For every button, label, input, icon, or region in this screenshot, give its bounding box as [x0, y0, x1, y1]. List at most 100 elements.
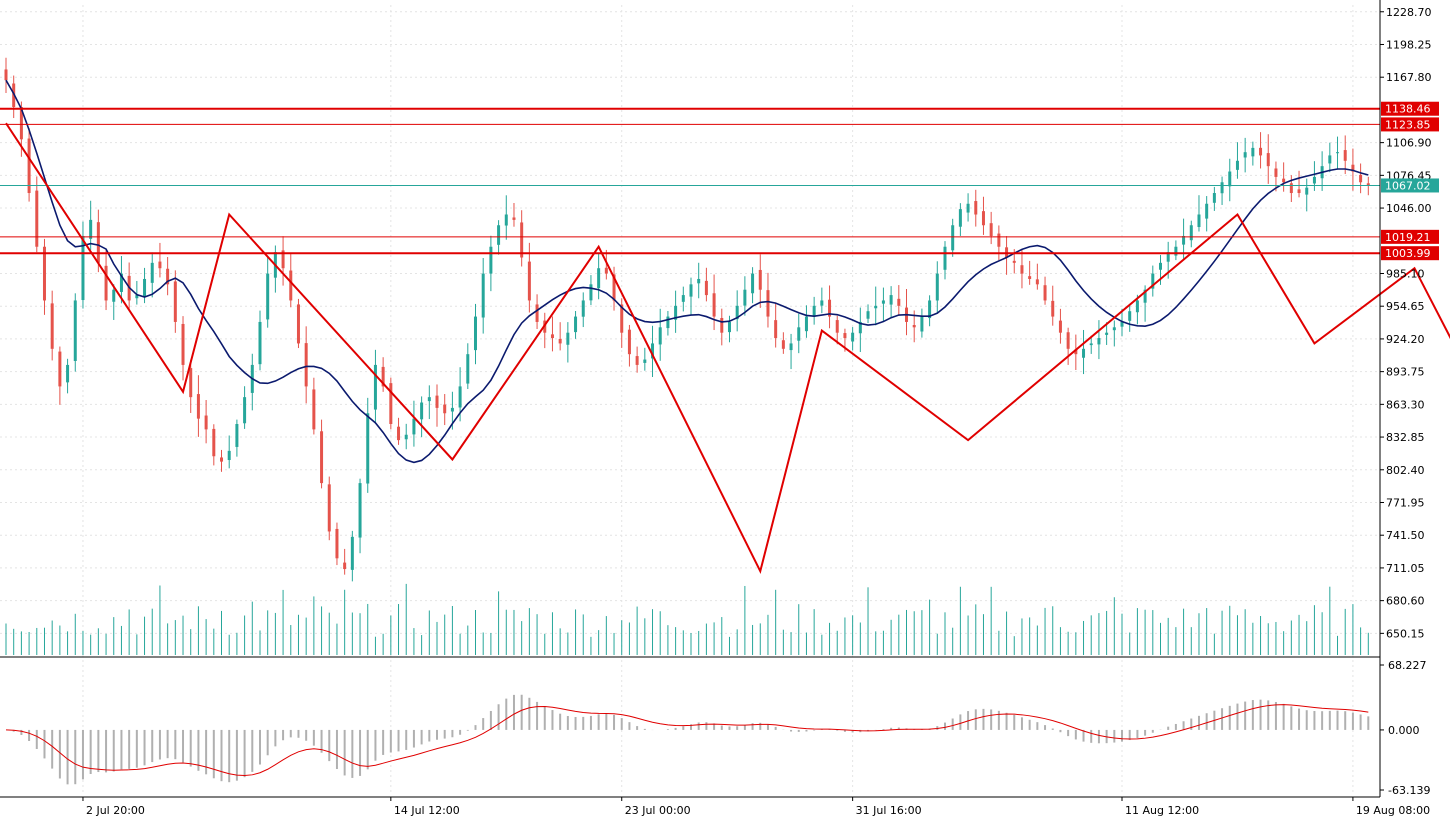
- candle-body: [327, 484, 331, 532]
- candle-body: [1328, 155, 1332, 164]
- macd-panel: [5, 694, 1370, 785]
- candle-body: [604, 267, 608, 274]
- price-tag: 1003.99: [1381, 246, 1439, 261]
- candle-body: [520, 222, 524, 258]
- candle-body: [112, 289, 116, 302]
- candle-body: [389, 383, 393, 425]
- candle-body: [1135, 300, 1139, 313]
- candle-body: [535, 304, 539, 322]
- candle-body: [35, 190, 39, 247]
- candle-body: [1028, 276, 1032, 279]
- candle-body: [1097, 338, 1101, 345]
- candle-body: [343, 562, 347, 570]
- candle-body: [1082, 348, 1086, 358]
- candle-body: [589, 284, 593, 301]
- candle-body: [1012, 260, 1016, 263]
- time-tick-label: 11 Aug 12:00: [1125, 804, 1199, 817]
- volume-bars: [5, 583, 1369, 655]
- candle-body: [720, 318, 724, 333]
- candle-body: [50, 303, 54, 349]
- price-tick-label: 1046.00: [1386, 202, 1432, 215]
- candle-body: [4, 69, 8, 81]
- price-tick-label: 954.65: [1386, 300, 1425, 313]
- price-tag-label: 1019.21: [1385, 231, 1431, 244]
- candle-body: [212, 428, 216, 457]
- candle-body: [497, 225, 501, 245]
- candle-body: [1259, 147, 1263, 156]
- price-tag: 1019.21: [1381, 229, 1439, 244]
- candle-body: [597, 268, 601, 289]
- time-tick-label: 14 Jul 12:00: [394, 804, 460, 817]
- candle-body: [1189, 225, 1193, 241]
- time-tick-label: 31 Jul 16:00: [856, 804, 922, 817]
- candle-body: [1282, 178, 1286, 183]
- candle-body: [935, 273, 939, 301]
- candle-body: [774, 320, 778, 339]
- macd-signal-line: [5, 704, 1369, 777]
- price-tick-label: 924.20: [1386, 333, 1425, 346]
- candle-body: [289, 270, 293, 301]
- candle-body: [266, 273, 270, 320]
- candle-body: [1251, 147, 1255, 157]
- candle-body: [1105, 332, 1109, 335]
- candle-body: [1359, 174, 1363, 183]
- macd-tick-label: -63.139: [1388, 784, 1430, 797]
- candle-body: [581, 300, 585, 317]
- price-tick-label: 802.40: [1386, 464, 1425, 477]
- candle-body: [1366, 183, 1370, 186]
- candle-body: [504, 214, 508, 226]
- candle-body: [512, 217, 516, 220]
- horizontal-levels: [0, 107, 1380, 255]
- candle-body: [635, 356, 639, 365]
- candle-body: [320, 431, 324, 484]
- candle-body: [558, 338, 562, 344]
- candle-body: [73, 300, 77, 362]
- candle-body: [104, 265, 108, 301]
- candle-body: [989, 223, 993, 236]
- candle-body: [181, 323, 185, 365]
- candle-body: [473, 316, 477, 351]
- candle-body: [781, 340, 785, 349]
- candle-body: [1228, 171, 1232, 187]
- candle-body: [220, 457, 224, 462]
- candle-body: [920, 316, 924, 332]
- candle-body: [1074, 349, 1078, 355]
- price-tick-label: 1198.25: [1386, 38, 1432, 51]
- candle-body: [704, 280, 708, 296]
- candle-body: [1143, 289, 1147, 303]
- candle-body: [296, 304, 300, 344]
- candle-body: [19, 107, 23, 140]
- candle-body: [751, 273, 755, 294]
- candle-body: [81, 235, 85, 301]
- candle-body: [427, 397, 431, 402]
- candle-body: [912, 325, 916, 328]
- time-tick-label: 2 Jul 20:00: [86, 804, 145, 817]
- candle-body: [789, 343, 793, 351]
- candle-body: [627, 329, 631, 355]
- price-tag-bg: [1381, 117, 1439, 132]
- candle-body: [227, 450, 231, 461]
- candle-body: [96, 222, 100, 263]
- candle-body: [835, 320, 839, 333]
- candle-body: [1212, 193, 1216, 203]
- candle-body: [928, 300, 932, 319]
- macd-tick-label: 68.227: [1388, 659, 1427, 672]
- candle-body: [712, 293, 716, 317]
- candle-body: [1158, 262, 1162, 270]
- candle-body: [1243, 152, 1247, 158]
- price-tick-label: 893.75: [1386, 366, 1425, 379]
- zigzag-line: [5, 122, 1450, 575]
- price-axis: 1228.701198.251167.801106.901076.451046.…: [1380, 6, 1432, 797]
- price-tag-bg: [1381, 178, 1439, 193]
- candle-body: [1166, 252, 1170, 262]
- candle-body: [1058, 320, 1062, 333]
- macd-tick-label: 0.000: [1388, 724, 1420, 737]
- candle-body: [974, 201, 978, 215]
- candle-body: [1066, 332, 1070, 349]
- candle-body: [312, 389, 316, 430]
- candle-body: [766, 290, 770, 317]
- price-tag-label: 1123.85: [1385, 118, 1431, 131]
- candle-body: [1305, 187, 1309, 195]
- price-tag-label: 1003.99: [1385, 247, 1431, 260]
